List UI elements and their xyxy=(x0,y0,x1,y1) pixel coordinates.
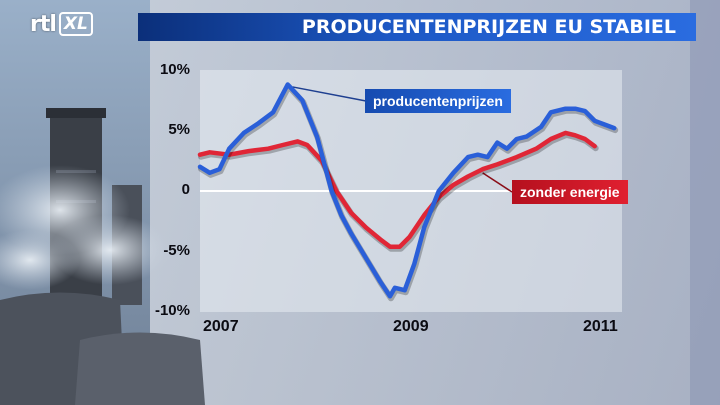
label-pointer-zonder-energie xyxy=(482,172,513,193)
series-line-zonder-energie xyxy=(197,130,597,249)
header-bar: PRODUCENTENPRIJZEN EU STABIEL xyxy=(138,13,696,41)
x-tick-label-2007: 2007 xyxy=(203,318,239,335)
x-tick-label-2009: 2009 xyxy=(393,318,429,335)
x-tick-label-2011: 2011 xyxy=(583,318,618,335)
y-tick-label-minus-10: -10% xyxy=(154,302,190,319)
series-line-producentenprijzen xyxy=(197,82,617,299)
series-label-zonder-energie: zonder energie xyxy=(512,180,628,204)
channel-logo: rtl XL xyxy=(30,11,93,37)
logo-rtl-text: rtl xyxy=(30,11,57,37)
series-label-producentenprijzen: producentenprijzen xyxy=(365,89,511,113)
logo-xl-text: XL xyxy=(58,12,93,36)
y-tick-label-0: 0 xyxy=(181,181,190,198)
y-tick-label-5: 5% xyxy=(168,121,190,138)
y-tick-label-minus-5: -5% xyxy=(163,242,190,259)
label-pointer-producentenprijzen xyxy=(292,86,367,102)
y-tick-label-10: 10% xyxy=(159,61,190,78)
page-title: PRODUCENTENPRIJZEN EU STABIEL xyxy=(301,16,676,38)
